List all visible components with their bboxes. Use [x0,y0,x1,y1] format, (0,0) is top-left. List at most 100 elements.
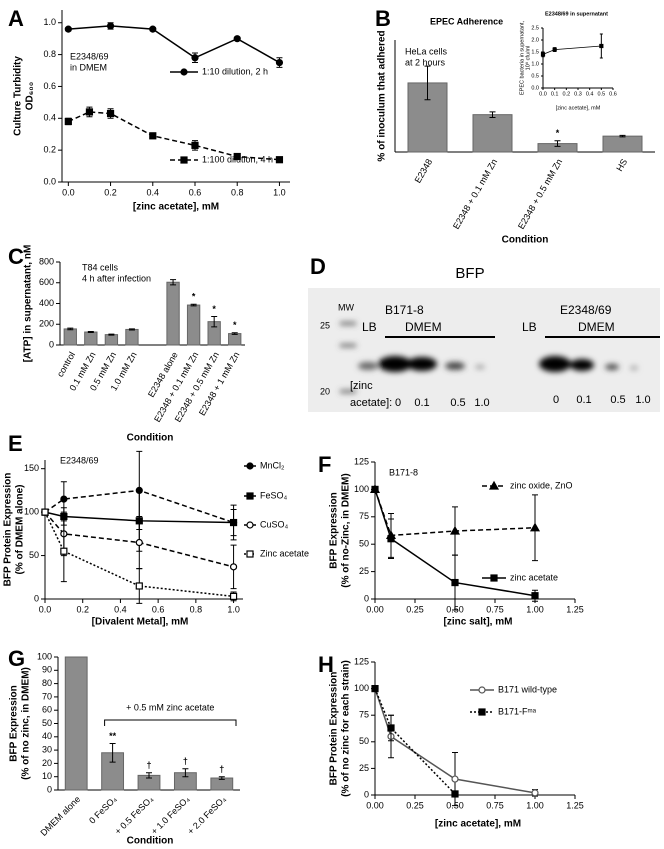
y-tick-label: 125 [354,456,369,466]
y-axis-label: (% of no-Zinc, in DMEM) [341,473,352,587]
chart-title: EPEC Adherence [430,16,503,26]
bracket [104,719,237,726]
x-axis-label: [zinc acetate], mM [435,819,521,830]
x-tick-label: 0.4 [586,91,594,97]
marker [552,47,557,52]
annotation: E2348/69 [70,51,109,61]
blot-membrane [308,288,660,412]
x-tick-label: 0.8 [190,604,203,614]
y-tick-label: 2.0 [531,37,539,43]
panel-letter: C [8,244,24,269]
error-bar [424,65,431,101]
y-tick-label: 400 [39,298,54,308]
conc-label: 0.5 [450,397,465,409]
lane-label: LB [362,320,377,334]
error-bar [211,315,218,328]
error-bar [170,279,177,286]
marker [60,495,68,503]
error-bar [554,140,561,147]
y-tick-label: 1.0 [43,17,56,27]
x-tick-label: 0.6 [152,604,165,614]
series-line [374,688,536,794]
y-tick-label: 40 [42,731,52,741]
error-bar [231,332,238,335]
series-line [44,511,234,524]
error-bar [489,111,496,118]
y-tick-label: 100 [354,683,369,693]
y-tick-label: 75 [359,710,369,720]
y-tick-label: 125 [354,656,369,666]
y-tick-label: 1.0 [531,61,539,67]
y-tick-label: 50 [42,718,52,728]
marker [106,109,115,118]
marker [371,684,379,693]
zinc-label: acetate]: [350,397,392,409]
y-tick-label: 0 [49,339,54,349]
panel-letter: D [310,254,326,279]
x-tick-label: 0.5 [598,91,606,97]
annotation: 4 h after infection [82,273,151,283]
x-axis-label: Condition [502,235,549,246]
y-tick-label: 80 [42,678,52,688]
marker [229,563,238,571]
chart-panel: E2348/69 in supernatant EPEC bacteria in … [519,11,616,111]
mw-marker: 25 [320,320,330,330]
panel-letter: G [8,646,25,671]
y-axis-label: BFP Protein Expression [329,672,340,786]
marker [599,43,604,49]
x-tick-label: E2348 + 0.5 mM Zn [516,157,564,231]
x-tick-label: 0.4 [147,187,160,197]
legend-label: zinc acetate [510,572,558,582]
significance: * [192,292,196,302]
bracket-label: + 0.5 mM zinc acetate [126,702,214,712]
bar [602,135,643,153]
y-tick-label: 100 [354,484,369,494]
legend-label: 1:10 dilution, 2 h [202,66,268,76]
y-tick-label: 30 [42,744,52,754]
series-line [374,688,456,795]
bar [472,114,513,153]
marker [149,25,157,33]
x-tick-label: 0.3 [574,91,582,97]
bar [125,328,139,346]
y-axis-label: % of inoculum that adhered [377,30,388,161]
marker [387,724,395,732]
bar [64,656,88,791]
marker [180,156,188,164]
marker [135,582,143,590]
x-tick-label: 0.4 [114,604,127,614]
x-tick-label: 1.25 [566,604,584,614]
x-tick-label: E2348 [413,157,435,185]
marker [41,508,49,516]
y-tick-label: 600 [39,277,54,287]
conc-label: 0.1 [576,394,591,406]
conc-label: 1.0 [635,394,650,406]
annotation: in DMEM [70,62,107,72]
x-axis-label: Condition [127,433,174,444]
x-tick-label: 0.1 [551,91,559,97]
lane-label: DMEM [578,320,615,334]
y-tick-label: 0.6 [43,81,56,91]
error-bar [108,333,115,336]
series-line [44,511,234,568]
y-tick-label: 25 [359,566,369,576]
error-bar [619,134,626,138]
x-tick-label: 1.25 [566,800,584,810]
marker [451,578,459,587]
legend-label: CuSO₄ [260,519,289,529]
panel-letter: A [8,6,24,31]
marker [135,538,143,547]
error-bar [218,776,225,780]
x-tick-label: HS [614,157,629,173]
y-axis-label: BFP Expression [329,492,340,569]
y-tick-label: 0.0 [43,176,56,186]
annotation: HeLa cells [405,46,448,56]
x-tick-label: 0.00 [366,604,384,614]
y-axis-label: [ATP] in supernatant, nM [23,245,34,363]
marker [531,592,539,600]
y-tick-label: 0.4 [43,113,56,123]
marker [275,58,284,67]
